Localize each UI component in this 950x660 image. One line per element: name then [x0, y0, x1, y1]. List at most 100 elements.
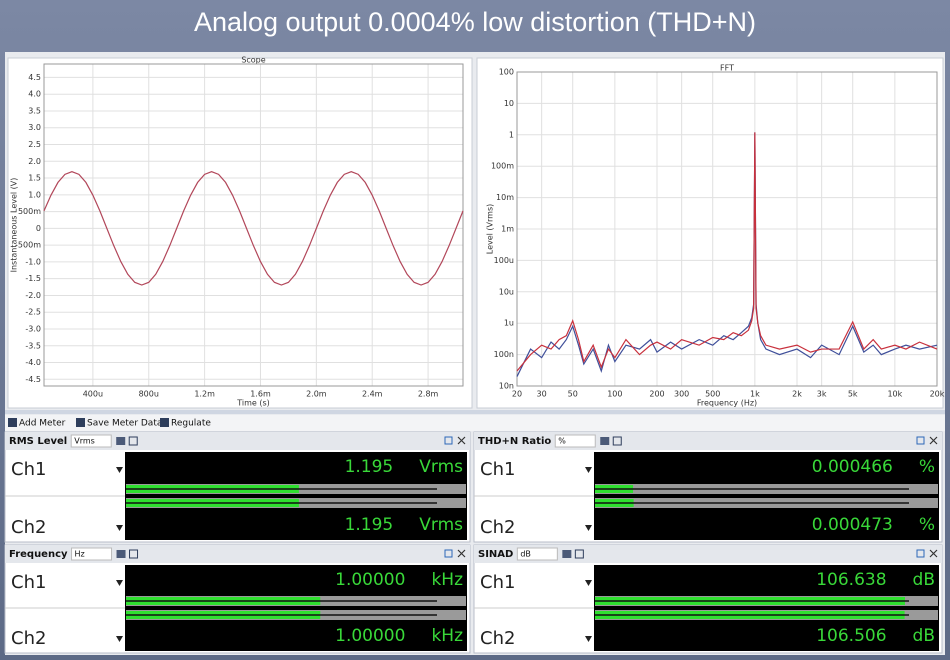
meter-display: [125, 565, 467, 651]
x-tick-label: 50: [568, 390, 578, 399]
y-tick-label: 100n: [494, 350, 514, 359]
reading-unit: kHz: [431, 626, 463, 646]
unit-dropdown[interactable]: [554, 434, 596, 448]
y-tick-label: 4.5: [28, 73, 41, 82]
meter-display: [125, 452, 467, 540]
x-tick-label: 20: [512, 390, 522, 399]
fft-panel: [476, 57, 944, 409]
x-tick-label: 10k: [887, 390, 902, 399]
channel-dropdown[interactable]: [585, 525, 592, 531]
header-icon[interactable]: [116, 437, 126, 445]
popout-icon[interactable]: [444, 549, 453, 558]
y-tick-label: 2.0: [28, 157, 41, 166]
channel-label: Ch2: [480, 517, 515, 538]
header-icon[interactable]: [128, 436, 138, 446]
y-tick-label: -3.0: [25, 324, 41, 333]
header-icon[interactable]: [129, 549, 139, 559]
reading-unit: dB: [913, 626, 935, 646]
y-tick-label: 1m: [501, 225, 514, 234]
meter-title: Frequency: [9, 549, 68, 560]
meter-header: [5, 432, 470, 450]
popout-icon[interactable]: [444, 436, 453, 445]
y-axis-label: Level (Vrms): [486, 204, 495, 254]
unit-dropdown[interactable]: [516, 547, 558, 561]
reading-unit: %: [919, 515, 935, 535]
chart-title: FFT: [720, 64, 734, 73]
x-tick-label: 20k: [930, 390, 945, 399]
x-tick-label: 1.2m: [194, 390, 215, 399]
y-tick-label: 3.0: [28, 123, 41, 132]
x-tick-label: 3k: [817, 390, 827, 399]
x-tick-label: 1k: [750, 390, 760, 399]
header-icon[interactable]: [574, 549, 584, 559]
unit-option: dB: [520, 550, 531, 559]
series-line: [516, 132, 938, 377]
reading-value: 106.506: [816, 626, 886, 646]
channel-label: Ch2: [11, 517, 46, 538]
header-icon[interactable]: [562, 550, 572, 558]
channel-dropdown[interactable]: [116, 636, 123, 642]
y-tick-label: 100: [499, 68, 514, 77]
x-tick-label: 300: [674, 390, 689, 399]
x-tick-label: 400u: [83, 390, 103, 399]
close-icon[interactable]: [457, 436, 466, 445]
x-tick-label: 200: [649, 390, 664, 399]
series-line: [516, 132, 938, 372]
toolbar-button[interactable]: Regulate: [171, 419, 211, 429]
y-tick-label: 2.5: [28, 140, 41, 149]
header-icon[interactable]: [612, 436, 622, 446]
y-tick-label: -4.5: [25, 375, 41, 384]
header-icon[interactable]: [600, 437, 610, 445]
toolbar-button[interactable]: Add Meter: [19, 419, 66, 429]
channel-dropdown[interactable]: [116, 580, 123, 586]
y-tick-label: 4.0: [28, 90, 41, 99]
channel-label: Ch2: [480, 628, 515, 649]
channel-dropdown[interactable]: [585, 636, 592, 642]
y-tick-label: -3.5: [25, 341, 41, 350]
toolbar: [5, 415, 945, 431]
header-icon[interactable]: [116, 550, 126, 558]
meter-header: [5, 545, 470, 563]
reading-value: 1.195: [345, 515, 394, 535]
page-title: Analog output 0.0004% low distortion (TH…: [194, 7, 756, 37]
y-tick-label: 1u: [504, 319, 514, 328]
x-tick-label: 5k: [848, 390, 858, 399]
close-icon[interactable]: [457, 549, 466, 558]
channel-dropdown[interactable]: [116, 467, 123, 473]
y-tick-label: -500m: [15, 241, 41, 250]
y-tick-label: 1.0: [28, 190, 41, 199]
y-tick-label: 100m: [491, 162, 514, 171]
reading-value: 1.00000: [335, 570, 405, 590]
x-tick-label: 30: [537, 390, 547, 399]
plot-border: [43, 63, 464, 387]
channel-label: Ch1: [11, 459, 46, 480]
y-tick-label: 1.5: [28, 174, 41, 183]
channel-dropdown[interactable]: [585, 580, 592, 586]
close-icon[interactable]: [929, 436, 938, 445]
reading-unit: kHz: [431, 570, 463, 590]
meter-title: THD+N Ratio: [478, 436, 551, 447]
unit-option: Hz: [75, 550, 85, 559]
x-axis-label: Time (s): [236, 399, 270, 408]
toolbar-icon: [8, 418, 17, 427]
meter-title: RMS Level: [9, 436, 67, 447]
x-axis-label: Frequency (Hz): [697, 399, 757, 408]
channel-dropdown[interactable]: [116, 525, 123, 531]
channel-label: Ch1: [11, 572, 46, 593]
meter-header: [474, 545, 942, 563]
toolbar-icon: [160, 418, 169, 427]
popout-icon[interactable]: [916, 549, 925, 558]
channel-label: Ch1: [480, 572, 515, 593]
unit-dropdown[interactable]: [70, 434, 112, 448]
y-axis-label: Instantaneous Level (V): [10, 178, 19, 273]
x-tick-label: 2.8m: [418, 390, 439, 399]
reading-value: 0.000473: [812, 515, 893, 535]
splitter[interactable]: [5, 410, 945, 414]
toolbar-button[interactable]: Save Meter Data: [87, 419, 162, 429]
channel-dropdown[interactable]: [585, 467, 592, 473]
popout-icon[interactable]: [916, 436, 925, 445]
close-icon[interactable]: [929, 549, 938, 558]
unit-dropdown[interactable]: [71, 547, 113, 561]
series-line: [43, 171, 464, 286]
y-tick-label: 10m: [496, 193, 514, 202]
